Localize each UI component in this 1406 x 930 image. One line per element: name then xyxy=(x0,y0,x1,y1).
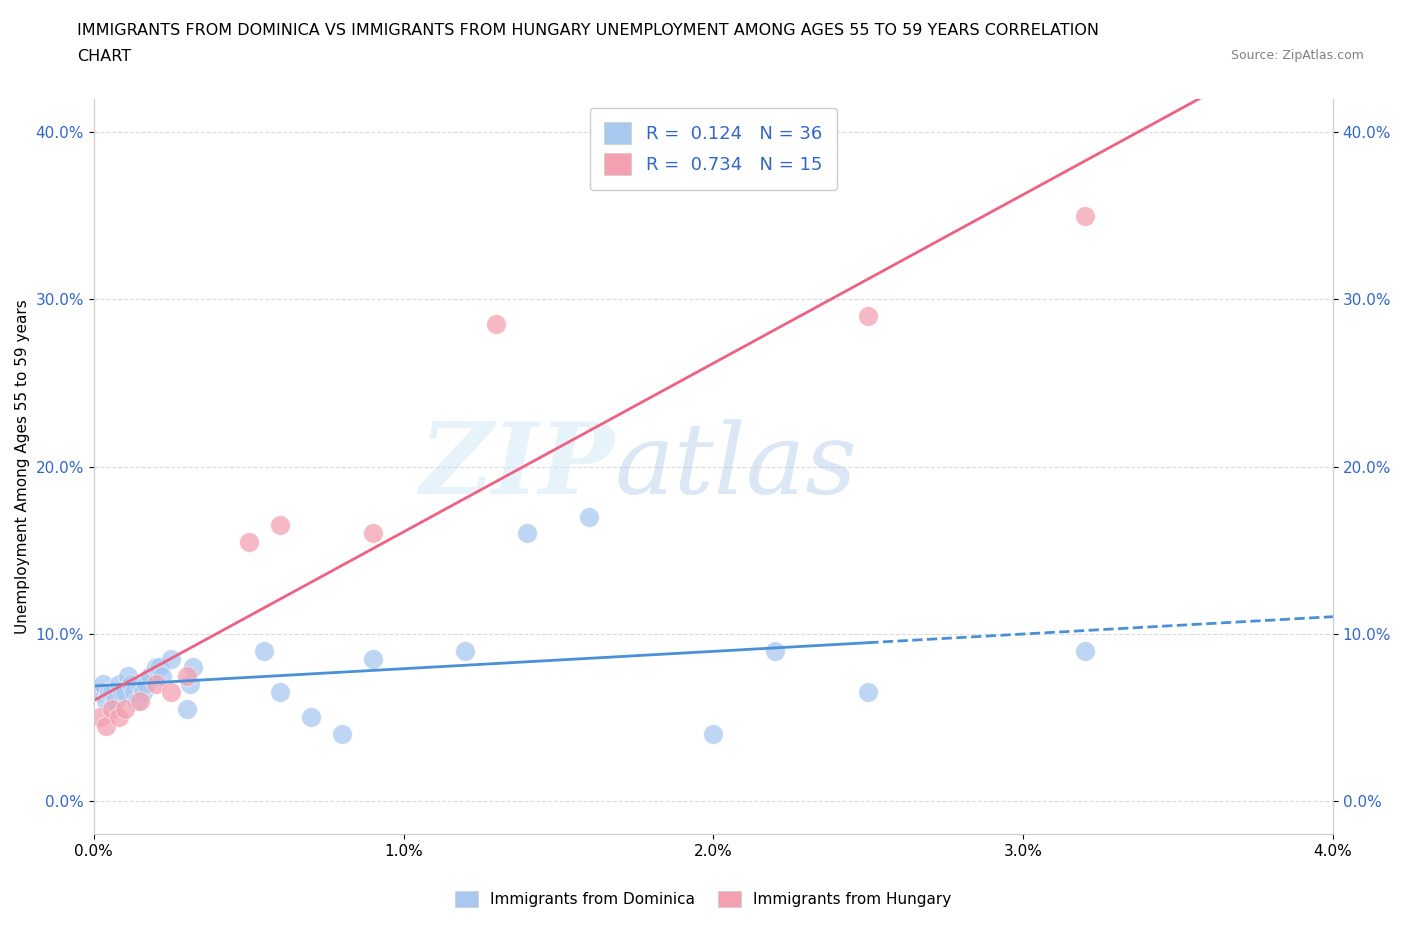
Point xyxy=(135,676,157,691)
Legend: R =  0.124   N = 36, R =  0.734   N = 15: R = 0.124 N = 36, R = 0.734 N = 15 xyxy=(591,108,837,190)
Point xyxy=(96,718,118,733)
Point xyxy=(176,668,198,683)
Point xyxy=(120,676,142,691)
Point xyxy=(114,684,136,699)
Point xyxy=(107,710,129,724)
Text: atlas: atlas xyxy=(614,418,856,514)
Point xyxy=(179,676,201,691)
Point xyxy=(148,659,170,674)
Point xyxy=(129,693,152,708)
Point xyxy=(114,701,136,716)
Legend: Immigrants from Dominica, Immigrants from Hungary: Immigrants from Dominica, Immigrants fro… xyxy=(449,884,957,913)
Text: CHART: CHART xyxy=(77,49,131,64)
Point xyxy=(96,693,118,708)
Point xyxy=(763,643,786,658)
Point xyxy=(238,535,260,550)
Point xyxy=(107,676,129,691)
Point xyxy=(138,668,160,683)
Point xyxy=(361,651,384,666)
Point xyxy=(101,684,124,699)
Text: IMMIGRANTS FROM DOMINICA VS IMMIGRANTS FROM HUNGARY UNEMPLOYMENT AMONG AGES 55 T: IMMIGRANTS FROM DOMINICA VS IMMIGRANTS F… xyxy=(77,23,1099,38)
Y-axis label: Unemployment Among Ages 55 to 59 years: Unemployment Among Ages 55 to 59 years xyxy=(15,299,30,634)
Point xyxy=(702,726,724,741)
Point xyxy=(132,684,155,699)
Point xyxy=(361,526,384,541)
Point xyxy=(253,643,276,658)
Point xyxy=(856,309,879,324)
Point xyxy=(122,684,145,699)
Point xyxy=(269,684,291,699)
Point xyxy=(150,668,173,683)
Point xyxy=(856,684,879,699)
Point xyxy=(117,668,139,683)
Point xyxy=(101,701,124,716)
Point xyxy=(330,726,353,741)
Point xyxy=(98,684,121,699)
Point xyxy=(299,710,322,724)
Text: Source: ZipAtlas.com: Source: ZipAtlas.com xyxy=(1230,49,1364,62)
Point xyxy=(89,684,111,699)
Point xyxy=(176,701,198,716)
Point xyxy=(160,684,183,699)
Point xyxy=(181,659,204,674)
Point xyxy=(104,693,127,708)
Point xyxy=(1074,643,1097,658)
Point xyxy=(454,643,477,658)
Point xyxy=(485,317,508,332)
Point xyxy=(578,510,600,525)
Point xyxy=(111,684,134,699)
Point xyxy=(269,518,291,533)
Point xyxy=(89,710,111,724)
Point xyxy=(1074,208,1097,223)
Point xyxy=(516,526,538,541)
Point xyxy=(145,659,167,674)
Point xyxy=(91,676,114,691)
Point xyxy=(145,676,167,691)
Point xyxy=(160,651,183,666)
Point xyxy=(127,693,149,708)
Text: ZIP: ZIP xyxy=(419,418,614,515)
Point xyxy=(129,676,152,691)
